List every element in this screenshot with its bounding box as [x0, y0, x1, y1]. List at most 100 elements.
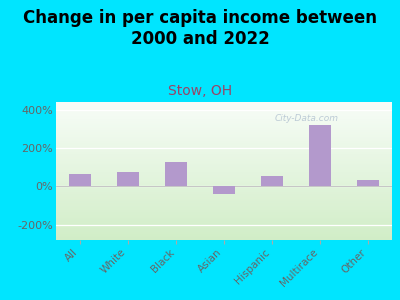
Bar — [56, 116, 392, 117]
Bar — [56, 221, 392, 222]
Bar — [56, 142, 392, 143]
Bar — [56, 127, 392, 128]
Bar — [309, 125, 331, 186]
Bar — [56, 154, 392, 156]
Bar — [56, 211, 392, 212]
Bar — [56, 176, 392, 178]
Bar — [56, 172, 392, 174]
Bar — [56, 159, 392, 160]
Bar — [56, 110, 392, 112]
Bar — [56, 196, 392, 197]
Bar — [56, 190, 392, 192]
Bar — [56, 130, 392, 131]
Text: Change in per capita income between
2000 and 2022: Change in per capita income between 2000… — [23, 9, 377, 48]
Bar — [56, 193, 392, 194]
Bar — [69, 174, 91, 186]
Bar — [56, 201, 392, 203]
Bar — [56, 233, 392, 235]
Bar — [56, 218, 392, 219]
Bar — [56, 212, 392, 214]
Bar — [56, 128, 392, 130]
Bar — [56, 163, 392, 164]
Bar — [357, 180, 379, 186]
Bar — [56, 183, 392, 185]
Bar — [56, 222, 392, 224]
Bar — [56, 229, 392, 230]
Bar — [56, 188, 392, 189]
Bar — [56, 207, 392, 208]
Bar — [56, 208, 392, 210]
Bar — [56, 146, 392, 148]
Bar — [56, 157, 392, 159]
Bar — [56, 113, 392, 114]
Bar — [56, 145, 392, 146]
Bar — [261, 176, 283, 186]
Bar — [56, 161, 392, 163]
Bar — [56, 134, 392, 135]
Bar — [56, 206, 392, 207]
Bar — [56, 235, 392, 236]
Bar — [56, 226, 392, 228]
Bar — [56, 217, 392, 218]
Bar — [56, 230, 392, 232]
Bar — [56, 118, 392, 120]
Bar — [56, 139, 392, 141]
Bar — [56, 131, 392, 132]
Bar — [56, 203, 392, 204]
Bar — [56, 192, 392, 193]
Bar — [56, 117, 392, 119]
Bar — [56, 102, 392, 104]
Bar — [56, 124, 392, 125]
Bar — [56, 112, 392, 113]
Bar — [56, 186, 392, 188]
Bar — [56, 171, 392, 172]
Text: City-Data.com: City-Data.com — [274, 114, 338, 123]
Bar — [56, 105, 392, 106]
Bar — [56, 215, 392, 217]
Bar — [56, 179, 392, 181]
Bar — [56, 199, 392, 200]
Bar — [56, 166, 392, 167]
Bar — [56, 107, 392, 109]
Bar — [56, 156, 392, 157]
Bar — [56, 232, 392, 233]
Bar — [56, 204, 392, 206]
Bar — [56, 182, 392, 183]
Bar — [56, 149, 392, 150]
Bar — [56, 141, 392, 142]
Bar — [213, 186, 235, 194]
Bar — [56, 194, 392, 196]
Bar — [56, 225, 392, 226]
Bar — [56, 114, 392, 116]
Bar — [56, 106, 392, 107]
Bar — [56, 189, 392, 190]
Bar — [117, 172, 139, 186]
Bar — [56, 138, 392, 139]
Bar — [56, 164, 392, 166]
Bar — [56, 132, 392, 134]
Bar — [56, 178, 392, 179]
Bar — [56, 168, 392, 169]
Bar — [56, 103, 392, 105]
Bar — [56, 136, 392, 138]
Bar — [56, 237, 392, 238]
Bar — [56, 169, 392, 171]
Bar — [56, 123, 392, 124]
Bar — [56, 150, 392, 152]
Bar — [56, 125, 392, 127]
Bar — [56, 228, 392, 229]
Bar — [56, 224, 392, 225]
Bar — [56, 210, 392, 211]
Bar — [56, 153, 392, 154]
Bar — [56, 181, 392, 182]
Text: Stow, OH: Stow, OH — [168, 84, 232, 98]
Bar — [56, 160, 392, 161]
Bar — [56, 197, 392, 199]
Bar — [56, 109, 392, 110]
Bar — [56, 120, 392, 121]
Bar — [56, 219, 392, 221]
Bar — [56, 200, 392, 201]
Bar — [56, 143, 392, 145]
Bar — [56, 148, 392, 149]
Bar — [56, 135, 392, 136]
